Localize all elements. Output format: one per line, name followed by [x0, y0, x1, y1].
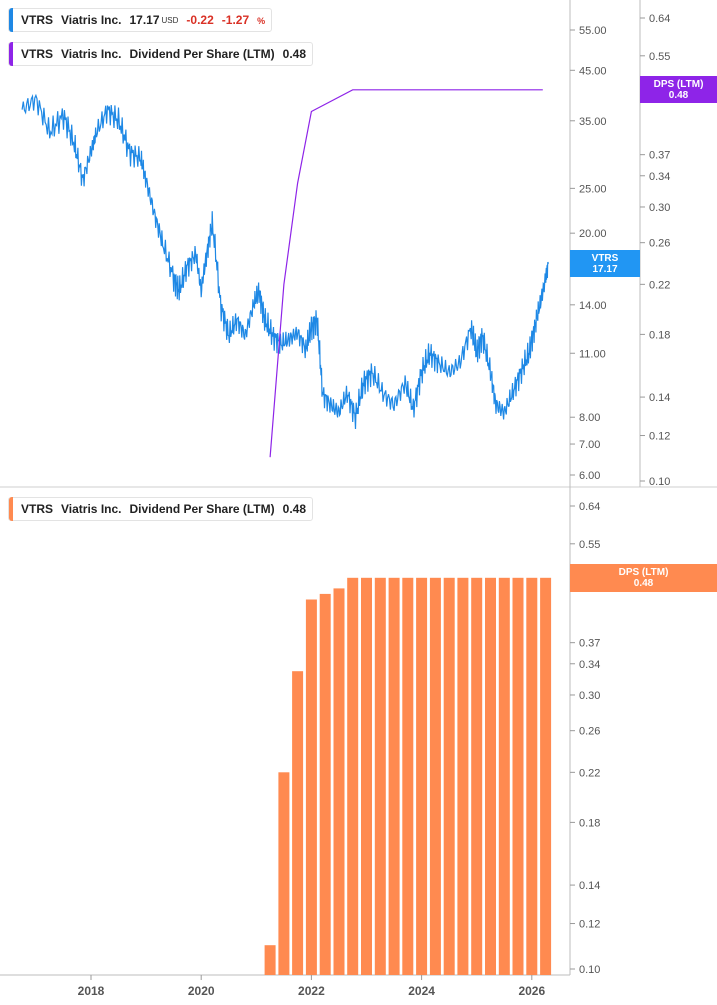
bottom-tick-label: 0.30 [579, 690, 600, 702]
dps-tick-label: 0.26 [649, 238, 670, 250]
dps-tick-label: 0.12 [649, 431, 670, 443]
dps-bar [305, 599, 317, 975]
bottom-tick-label: 0.18 [579, 817, 600, 829]
legend-name: Viatris Inc. [61, 13, 122, 27]
price-series-line [21, 93, 549, 430]
dps-tick-label: 0.22 [649, 279, 670, 291]
legend-ticker: VTRS [21, 47, 54, 61]
dps-legend-bottom[interactable]: VTRS Viatris Inc. Dividend Per Share (LT… [8, 497, 313, 521]
dps-bar [498, 577, 510, 975]
bottom-tick-label: 0.64 [579, 501, 600, 513]
dps-series-line [269, 89, 543, 458]
dps-bar [264, 945, 276, 975]
dps-tick-label: 0.14 [649, 392, 670, 404]
dps-tick-label: 0.30 [649, 202, 670, 214]
dps-bar [443, 577, 455, 975]
x-tick-label: 2022 [298, 984, 325, 998]
price-legend-color [9, 8, 13, 32]
tag-label: DPS (LTM) [618, 567, 669, 578]
bottom-tick-label: 0.22 [579, 767, 600, 779]
legend-ticker: VTRS [21, 13, 54, 27]
dps-bar [361, 577, 372, 975]
dps-bar [374, 577, 386, 975]
price-tick-label: 35.00 [579, 116, 607, 128]
dps-bar [416, 577, 428, 975]
price-tick-label: 7.00 [579, 439, 600, 451]
legend-metric: Dividend Per Share (LTM) [129, 502, 275, 516]
dps-bar [512, 577, 524, 975]
tag-value: 0.48 [668, 90, 689, 101]
bottom-tick-label: 0.12 [579, 919, 600, 931]
tag-label: DPS (LTM) [653, 79, 704, 90]
dps-bar [485, 577, 496, 975]
bottom-tick-label: 0.10 [579, 964, 600, 976]
dps-bar [292, 671, 304, 975]
dps-tick-label: 0.34 [649, 171, 670, 183]
axis-ticks: 55.00 45.00 35.00 25.00 20.00 14.00 11.00 8.00 7… [78, 13, 671, 998]
bottom-tick-label: 0.26 [579, 726, 600, 738]
tag-label: VTRS [591, 253, 619, 264]
bottom-tick-label: 0.37 [579, 638, 600, 650]
tag-value: 17.17 [592, 264, 618, 275]
dps-tick-label: 0.37 [649, 150, 670, 162]
bottom-tick-label: 0.55 [579, 539, 600, 551]
dps-bar [347, 577, 359, 975]
x-tick-label: 2018 [78, 984, 105, 998]
dps-legend-color [9, 42, 13, 66]
dps-bottom-tag: DPS (LTM) 0.48 [570, 564, 717, 592]
legend-name: Viatris Inc. [61, 502, 122, 516]
legend-value: 0.48 [282, 47, 306, 61]
price-tick-label: 11.00 [579, 348, 606, 360]
dps-tick-label: 0.18 [649, 329, 670, 341]
dps-bars [264, 577, 552, 975]
legend-change: -0.22 [186, 13, 214, 27]
dps-bar [429, 577, 441, 975]
legend-name: Viatris Inc. [61, 47, 122, 61]
dps-bar [319, 593, 331, 975]
x-tick-label: 2026 [518, 984, 545, 998]
bottom-tick-label: 0.14 [579, 880, 600, 892]
legend-price: 17.17 [129, 13, 160, 27]
dps-bar [471, 577, 483, 975]
dps-bar [457, 577, 469, 975]
bottom-tick-label: 0.34 [579, 659, 600, 671]
tag-value: 0.48 [633, 578, 654, 589]
legend-ticker: VTRS [21, 502, 54, 516]
dps-legend-top[interactable]: VTRS Viatris Inc. Dividend Per Share (LT… [8, 42, 313, 66]
price-legend[interactable]: VTRS Viatris Inc. 17.17 USD -0.22 -1.27% [8, 8, 273, 32]
legend-value: 0.48 [282, 502, 306, 516]
dps-tick-label: 0.10 [649, 476, 670, 488]
legend-change-pct: -1.27% [221, 13, 266, 27]
price-tick-label: 8.00 [579, 412, 600, 424]
dps-tick-label: 0.64 [649, 13, 670, 25]
dps-bar [333, 588, 345, 975]
price-tick-label: 14.00 [579, 300, 607, 312]
dps-top-tag: DPS (LTM) 0.48 [640, 76, 717, 103]
price-tick-label: 6.00 [579, 470, 600, 482]
legend-metric: Dividend Per Share (LTM) [129, 47, 275, 61]
x-tick-label: 2024 [408, 984, 435, 998]
x-tick-label: 2020 [188, 984, 215, 998]
legend-currency: USD [161, 15, 179, 25]
dps-bar [402, 577, 414, 975]
price-tick-label: 20.00 [579, 228, 607, 240]
dps-bar [540, 577, 552, 975]
price-line [21, 93, 549, 430]
dps-line [269, 89, 543, 458]
vtrs-price-tag: VTRS 17.17 [570, 250, 640, 277]
dps-bar [526, 577, 538, 975]
dps-legend-color [9, 497, 13, 521]
dps-bar [388, 577, 400, 975]
price-tick-label: 25.00 [579, 183, 607, 195]
price-tick-label: 45.00 [579, 65, 607, 77]
price-tick-label: 55.00 [579, 25, 607, 37]
dps-tick-label: 0.55 [649, 51, 670, 63]
dps-bar [278, 772, 290, 975]
